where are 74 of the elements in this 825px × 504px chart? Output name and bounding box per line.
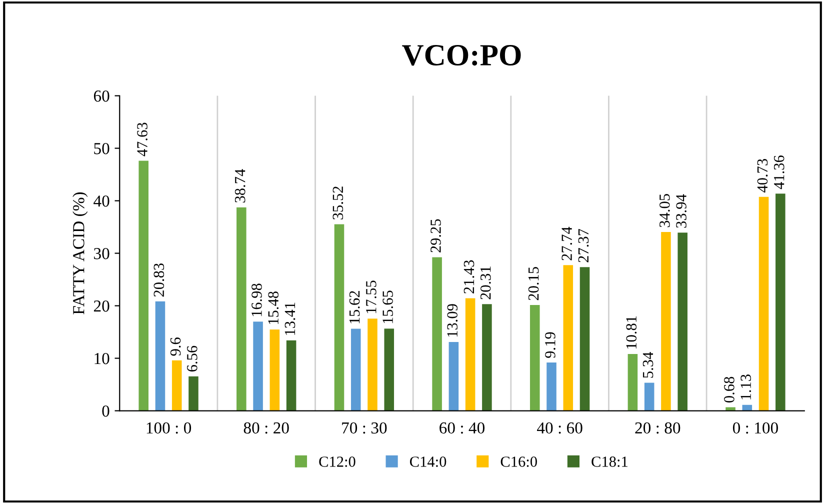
- data-label: 29.25: [430, 219, 441, 252]
- bar: [188, 376, 198, 411]
- x-tick-label: 100 : 0: [146, 422, 192, 434]
- bar: [678, 232, 688, 411]
- data-label: 34.05: [659, 194, 670, 228]
- chart-title: VCO:PO: [402, 44, 521, 66]
- x-tick-label: 40 : 60: [537, 422, 582, 434]
- data-label: 6.56: [187, 346, 198, 372]
- bar: [286, 340, 296, 411]
- bar: [155, 301, 166, 411]
- data-label: 15.62: [349, 291, 360, 324]
- bar: [628, 354, 638, 411]
- bar: [563, 265, 574, 411]
- data-label: 16.98: [252, 284, 262, 316]
- data-label: 9.19: [545, 332, 556, 358]
- bar: [253, 322, 263, 411]
- data-label: 1.13: [740, 374, 752, 400]
- bar: [661, 232, 671, 411]
- data-label: 27.74: [562, 226, 572, 260]
- bar: [448, 342, 459, 411]
- data-label: 35.52: [332, 186, 344, 220]
- data-label: 13.41: [284, 302, 296, 335]
- x-tick-label: 80 : 20: [244, 422, 289, 434]
- data-label: 47.63: [137, 122, 148, 156]
- bar: [236, 207, 246, 411]
- legend-label: C14:0: [410, 456, 446, 467]
- data-label: 13.09: [447, 304, 458, 337]
- data-label: 10.81: [626, 316, 637, 348]
- data-label: 20.15: [528, 267, 539, 300]
- bar: [432, 257, 442, 411]
- legend-label: C18:1: [592, 456, 628, 467]
- bar: [334, 224, 344, 411]
- bar: [644, 382, 654, 411]
- data-label: 15.65: [382, 290, 394, 324]
- data-label: 17.55: [366, 280, 376, 314]
- data-label: 20.83: [154, 263, 164, 297]
- bar: [384, 328, 394, 411]
- data-label: 38.74: [234, 169, 246, 202]
- bar: [368, 318, 378, 411]
- y-axis-title: FATTY ACID (%): [72, 192, 88, 314]
- data-label: 40.73: [757, 158, 768, 192]
- data-label: 41.36: [774, 156, 784, 190]
- bar: [580, 267, 590, 411]
- bar: [270, 329, 280, 411]
- data-label: 0.68: [724, 376, 734, 402]
- data-label: 33.94: [676, 194, 686, 228]
- data-label: 21.43: [464, 260, 474, 294]
- data-label: 15.48: [268, 292, 279, 324]
- y-tick-label: 10: [94, 352, 110, 364]
- y-tick-label: 40: [94, 195, 110, 207]
- y-tick-label: 50: [94, 142, 110, 154]
- bar: [482, 304, 492, 411]
- bar: [172, 360, 182, 411]
- y-tick-label: 20: [94, 300, 110, 312]
- bar: [546, 362, 556, 411]
- bar: [776, 194, 786, 411]
- bar: [350, 328, 361, 411]
- y-tick-label: 60: [94, 90, 110, 102]
- x-tick-label: 60 : 40: [440, 422, 485, 434]
- data-label: 27.37: [578, 228, 589, 262]
- x-tick-label: 20 : 80: [635, 422, 680, 434]
- legend-label: C12:0: [319, 456, 356, 467]
- x-tick-label: 70 : 30: [342, 422, 387, 434]
- legend-label: C16:0: [500, 456, 537, 467]
- bar: [465, 298, 476, 411]
- bar: [138, 160, 148, 411]
- bar: [530, 304, 540, 411]
- data-label: 9.6: [170, 338, 181, 356]
- data-label: 20.31: [480, 266, 491, 300]
- y-tick-label: 30: [94, 248, 110, 260]
- bar: [758, 196, 769, 411]
- y-tick-label: 0: [102, 405, 110, 417]
- x-tick-label: 0 : 100: [732, 422, 778, 434]
- data-label: 5.34: [642, 352, 654, 378]
